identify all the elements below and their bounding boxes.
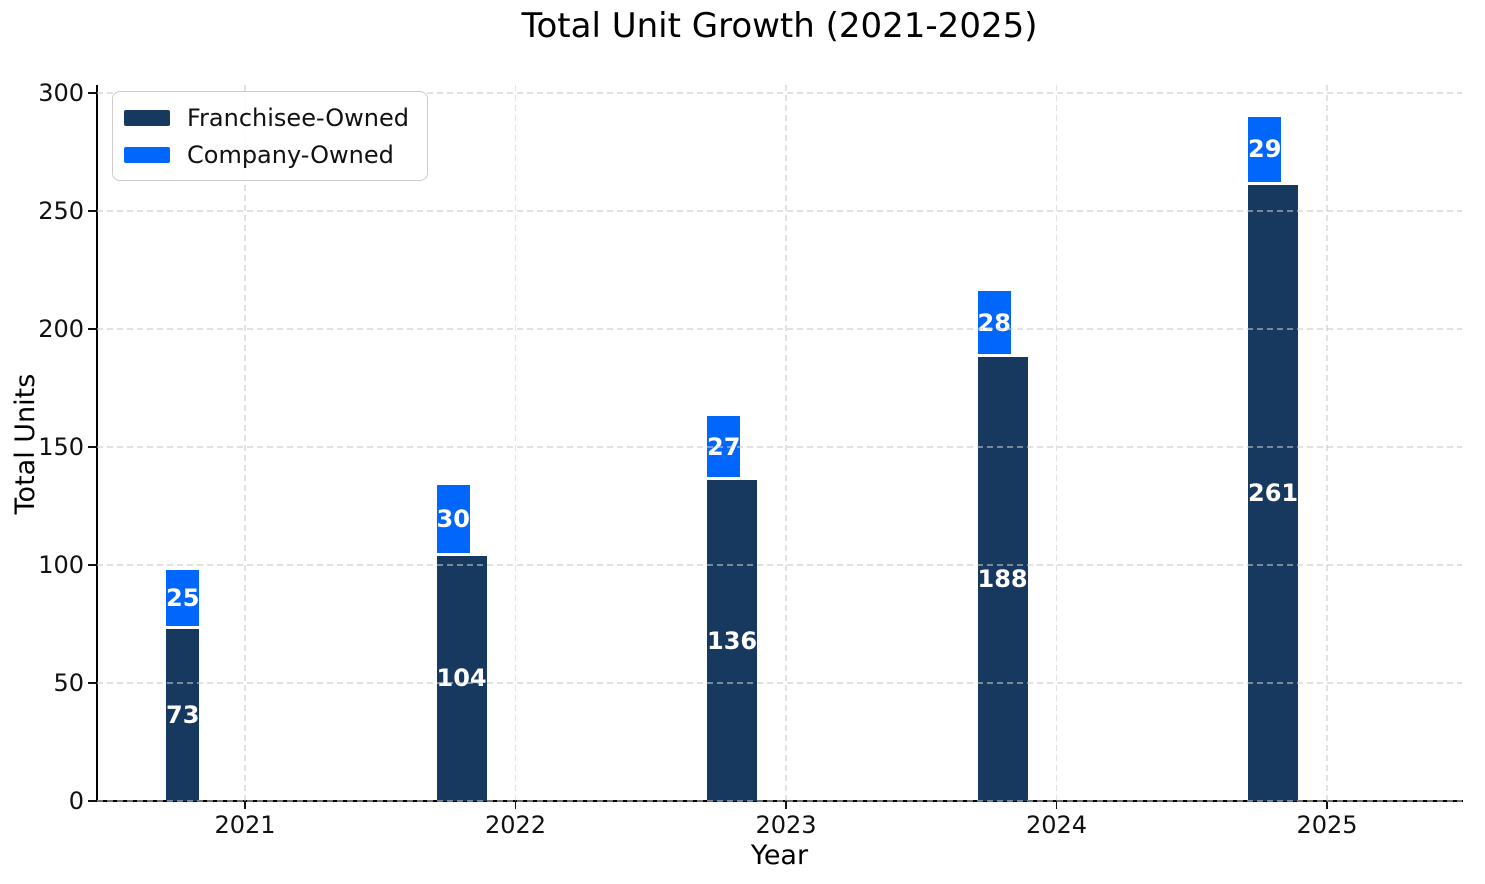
bar-segment-2022-franchisee-owned: 104 <box>436 555 487 801</box>
gridline-v <box>1055 85 1058 801</box>
bar-value-label: 136 <box>707 626 758 655</box>
y-tick-label: 50 <box>53 669 84 697</box>
legend-label: Company-Owned <box>187 140 394 169</box>
legend-item: Company-Owned <box>124 138 409 171</box>
legend: Franchisee-Owned Company-Owned <box>112 91 429 181</box>
y-axis-spine <box>95 85 98 802</box>
x-tick-label: 2023 <box>755 811 817 839</box>
plot-area: 73 25 104 30 136 27 188 28 261 29 <box>97 85 1462 802</box>
x-tick-label: 2022 <box>484 811 547 839</box>
legend-item: Franchisee-Owned <box>124 101 409 134</box>
bar-value-label: 29 <box>1248 135 1282 164</box>
gridline-v <box>1326 85 1328 801</box>
y-tick-label: 250 <box>38 197 84 225</box>
gridline-h <box>97 682 1462 684</box>
x-tick-mark <box>1055 801 1058 809</box>
x-tick-label: 2021 <box>214 811 276 839</box>
chart-title: Total Unit Growth (2021-2025) <box>521 6 1038 46</box>
bar-segment-2023-company-owned: 27 <box>707 416 741 481</box>
gridline-h <box>97 328 1462 330</box>
bar-value-label: 73 <box>166 700 200 729</box>
y-tick-mark <box>88 446 96 448</box>
bar-value-label: 28 <box>977 308 1011 337</box>
bar-value-label: 30 <box>436 504 470 533</box>
y-tick-mark <box>88 92 96 94</box>
y-tick-mark <box>88 564 96 566</box>
legend-swatch <box>124 109 170 126</box>
gridline-h <box>97 800 1462 802</box>
bar-value-label: 104 <box>436 664 487 693</box>
bar-segment-2024-company-owned: 28 <box>977 291 1011 358</box>
x-tick-mark <box>244 801 246 809</box>
y-tick-label: 300 <box>38 79 84 107</box>
gridline-h <box>97 564 1462 566</box>
bar-segment-2022-company-owned: 30 <box>436 484 470 556</box>
y-tick-label: 200 <box>38 315 84 343</box>
x-axis-label: Year <box>750 840 809 871</box>
gridline-v <box>514 85 517 801</box>
y-tick-label: 0 <box>68 787 84 815</box>
x-tick-mark <box>514 801 517 809</box>
bar-segment-2023-franchisee-owned: 136 <box>707 480 758 801</box>
x-tick-label: 2025 <box>1296 811 1358 839</box>
bar-segment-2021-company-owned: 25 <box>166 569 200 629</box>
gridline-v <box>785 85 787 801</box>
y-tick-label: 100 <box>38 551 84 579</box>
y-tick-mark <box>88 800 96 802</box>
bar-segment-2025-company-owned: 29 <box>1248 116 1282 186</box>
bar-value-label: 261 <box>1248 479 1299 508</box>
bar-segment-2025-franchisee-owned: 261 <box>1248 185 1299 801</box>
bar-segment-2024-franchisee-owned: 188 <box>977 357 1028 801</box>
legend-label: Franchisee-Owned <box>187 103 410 132</box>
bar-value-label: 25 <box>166 583 200 612</box>
bar-segment-2021-franchisee-owned: 73 <box>166 628 200 801</box>
bar-value-label: 188 <box>977 565 1028 594</box>
y-tick-mark <box>88 210 96 212</box>
y-tick-label: 150 <box>38 433 84 461</box>
gridline-h <box>97 210 1462 212</box>
x-tick-label: 2024 <box>1025 811 1088 839</box>
x-tick-mark <box>1326 801 1328 809</box>
x-tick-mark <box>785 801 787 809</box>
gridline-h <box>97 92 1462 94</box>
y-tick-mark <box>88 328 96 330</box>
legend-swatch <box>124 146 170 163</box>
y-tick-mark <box>88 682 96 684</box>
gridline-h <box>97 446 1462 448</box>
gridline-v <box>244 85 246 801</box>
